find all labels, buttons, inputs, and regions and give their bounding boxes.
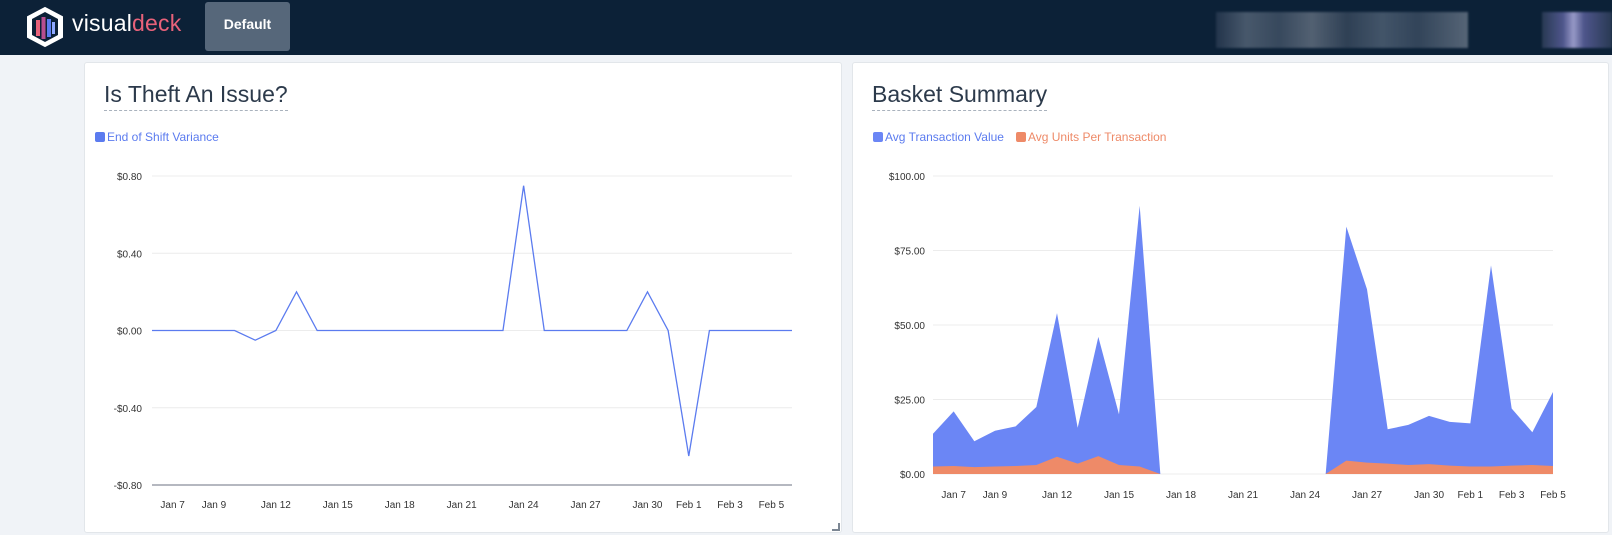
panel-title-basket[interactable]: Basket Summary bbox=[872, 81, 1048, 111]
x-tick-label: Jan 30 bbox=[632, 500, 662, 511]
x-tick-label: Jan 12 bbox=[1042, 490, 1072, 501]
x-tick-label: Jan 18 bbox=[385, 500, 415, 511]
y-tick-label: $0.80 bbox=[117, 172, 142, 183]
x-tick-label: Jan 21 bbox=[1228, 490, 1258, 501]
tab-default[interactable]: Default bbox=[205, 2, 290, 51]
y-tick-label: $0.40 bbox=[117, 249, 142, 260]
user-info-redacted[interactable] bbox=[1216, 12, 1468, 48]
series-area-avg-units-per-transaction bbox=[933, 456, 1553, 474]
basket-area-chart[interactable]: $100.00 $75.00 $50.00 $25.00 $0.00 Jan 7 Jan 9… bbox=[853, 63, 1610, 534]
avatar[interactable] bbox=[1542, 12, 1612, 48]
series-line-end-of-shift-variance bbox=[152, 185, 792, 457]
x-tick-label: Feb 3 bbox=[1499, 490, 1525, 501]
basket-panel: Basket Summary Avg Transaction Value Avg… bbox=[852, 62, 1609, 533]
brand-name[interactable]: visualdeck bbox=[72, 10, 181, 37]
x-tick-label: Jan 7 bbox=[941, 490, 966, 501]
y-tick-label: $0.00 bbox=[117, 327, 142, 338]
legend-label: End of Shift Variance bbox=[107, 130, 219, 144]
y-tick-label: $0.00 bbox=[900, 470, 925, 481]
legend-swatch bbox=[873, 132, 883, 142]
theft-legend: End of Shift Variance bbox=[95, 130, 219, 144]
visualdeck-logo-icon[interactable] bbox=[25, 6, 65, 48]
x-tick-label: Jan 18 bbox=[1166, 490, 1196, 501]
resize-handle[interactable] bbox=[832, 523, 840, 531]
basket-legend: Avg Transaction Value Avg Units Per Tran… bbox=[873, 130, 1166, 144]
legend-label: Avg Units Per Transaction bbox=[1027, 130, 1167, 144]
y-tick-label: $25.00 bbox=[894, 396, 925, 407]
legend-item-end-of-shift-variance[interactable]: End of Shift Variance bbox=[95, 130, 219, 144]
theft-panel: Is Theft An Issue? End of Shift Variance… bbox=[84, 62, 842, 533]
legend-item-avg-units-per-transaction[interactable]: Avg Units Per Transaction bbox=[1015, 130, 1167, 144]
series-area-avg-transaction-value bbox=[933, 205, 1553, 475]
legend-item-avg-transaction-value[interactable]: Avg Transaction Value bbox=[873, 130, 1004, 144]
x-tick-label: Feb 1 bbox=[1458, 490, 1484, 501]
x-tick-label: Feb 1 bbox=[676, 500, 702, 511]
x-tick-label: Jan 15 bbox=[1104, 490, 1134, 501]
legend-label: Avg Transaction Value bbox=[885, 130, 1004, 144]
theft-line-chart[interactable]: $0.80 $0.40 $0.00 -$0.40 -$0.80 Jan 7 Jan 9 Jan… bbox=[85, 63, 843, 534]
x-tick-label: Jan 24 bbox=[509, 500, 539, 511]
panel-title-theft[interactable]: Is Theft An Issue? bbox=[104, 81, 288, 111]
x-tick-label: Jan 30 bbox=[1414, 490, 1444, 501]
x-tick-label: Jan 9 bbox=[983, 490, 1008, 501]
x-tick-label: Jan 24 bbox=[1290, 490, 1320, 501]
brand-part-visual: visual bbox=[72, 10, 133, 36]
y-tick-label: $75.00 bbox=[894, 247, 925, 258]
legend-swatch bbox=[1015, 132, 1026, 142]
x-tick-label: Jan 15 bbox=[323, 500, 353, 511]
x-tick-label: Jan 9 bbox=[202, 500, 227, 511]
legend-swatch bbox=[95, 132, 105, 142]
x-tick-label: Feb 5 bbox=[759, 500, 785, 511]
y-tick-label: -$0.80 bbox=[114, 481, 143, 492]
y-tick-label: -$0.40 bbox=[114, 404, 143, 415]
x-tick-label: Jan 7 bbox=[160, 500, 185, 511]
x-tick-label: Jan 12 bbox=[261, 500, 291, 511]
y-tick-label: $100.00 bbox=[889, 172, 926, 183]
x-tick-label: Feb 5 bbox=[1540, 490, 1566, 501]
x-tick-label: Jan 21 bbox=[447, 500, 477, 511]
x-tick-label: Feb 3 bbox=[717, 500, 743, 511]
top-navbar: visualdeck Default bbox=[0, 0, 1612, 55]
brand-part-deck: deck bbox=[132, 10, 182, 36]
x-tick-label: Jan 27 bbox=[571, 500, 601, 511]
x-tick-label: Jan 27 bbox=[1352, 490, 1382, 501]
y-tick-label: $50.00 bbox=[894, 321, 925, 332]
